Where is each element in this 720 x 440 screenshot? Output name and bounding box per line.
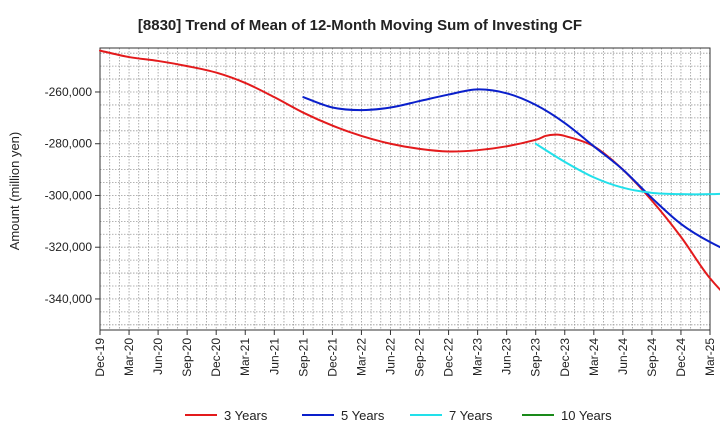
x-tick-label: Sep-23 (529, 338, 543, 377)
x-tick-label: Sep-24 (645, 338, 659, 377)
x-tick-label: Jun-24 (616, 338, 630, 375)
x-tick-label: Dec-19 (93, 338, 107, 377)
x-tick-label: Mar-25 (703, 338, 717, 376)
y-tick-label: -260,000 (45, 85, 93, 99)
x-tick-label: Jun-22 (383, 338, 397, 375)
x-tick-label: Dec-21 (325, 338, 339, 377)
y-tick-label: -280,000 (45, 137, 93, 151)
chart-title: [8830] Trend of Mean of 12-Month Moving … (138, 17, 582, 34)
legend-label-2: 5 Years (341, 408, 385, 423)
x-tick-label: Jun-20 (151, 338, 165, 375)
x-tick-label: Mar-21 (238, 338, 252, 376)
legend-label-4: 10 Years (561, 408, 612, 423)
legend-label-1: 3 Years (224, 408, 268, 423)
y-tick-label: -320,000 (45, 240, 93, 254)
x-tick-label: Sep-20 (180, 338, 194, 377)
series-line-1 (99, 49, 720, 292)
x-tick-label: Mar-23 (471, 338, 485, 376)
y-tick-label: -340,000 (45, 292, 93, 306)
series-line-3 (534, 142, 720, 196)
legend: 3 Years 5 Years 7 Years 10 Years (185, 408, 612, 423)
x-tick-label: Dec-23 (558, 338, 572, 377)
x-tick-label: Jun-23 (500, 338, 514, 375)
x-tick-label: Jun-21 (267, 338, 281, 375)
x-tick-label: Sep-22 (413, 338, 427, 377)
x-tick-label: Mar-20 (122, 338, 136, 376)
series-lines (99, 49, 720, 292)
legend-label-3: 7 Years (449, 408, 493, 423)
x-tick-label: Dec-22 (442, 338, 456, 377)
y-axis-label: Amount (million yen) (7, 132, 22, 251)
x-tick-label: Mar-22 (354, 338, 368, 376)
x-tick-label: Dec-20 (209, 338, 223, 377)
y-tick-label: -300,000 (45, 188, 93, 202)
axes (99, 47, 711, 331)
grid (100, 48, 710, 330)
plot-frame (99, 47, 711, 331)
x-tick-label: Mar-24 (587, 338, 601, 376)
x-tick-label: Dec-24 (674, 338, 688, 377)
y-axis-ticks: -340,000 -320,000 -300,000 -280,000 -260,000 (45, 85, 100, 306)
series-line-2 (302, 88, 720, 249)
x-axis-ticks: Dec-19 Mar-20 Jun-20 Sep-20 Dec-20 Mar-21 Jun-… (93, 330, 717, 377)
x-tick-label: Sep-21 (296, 338, 310, 377)
